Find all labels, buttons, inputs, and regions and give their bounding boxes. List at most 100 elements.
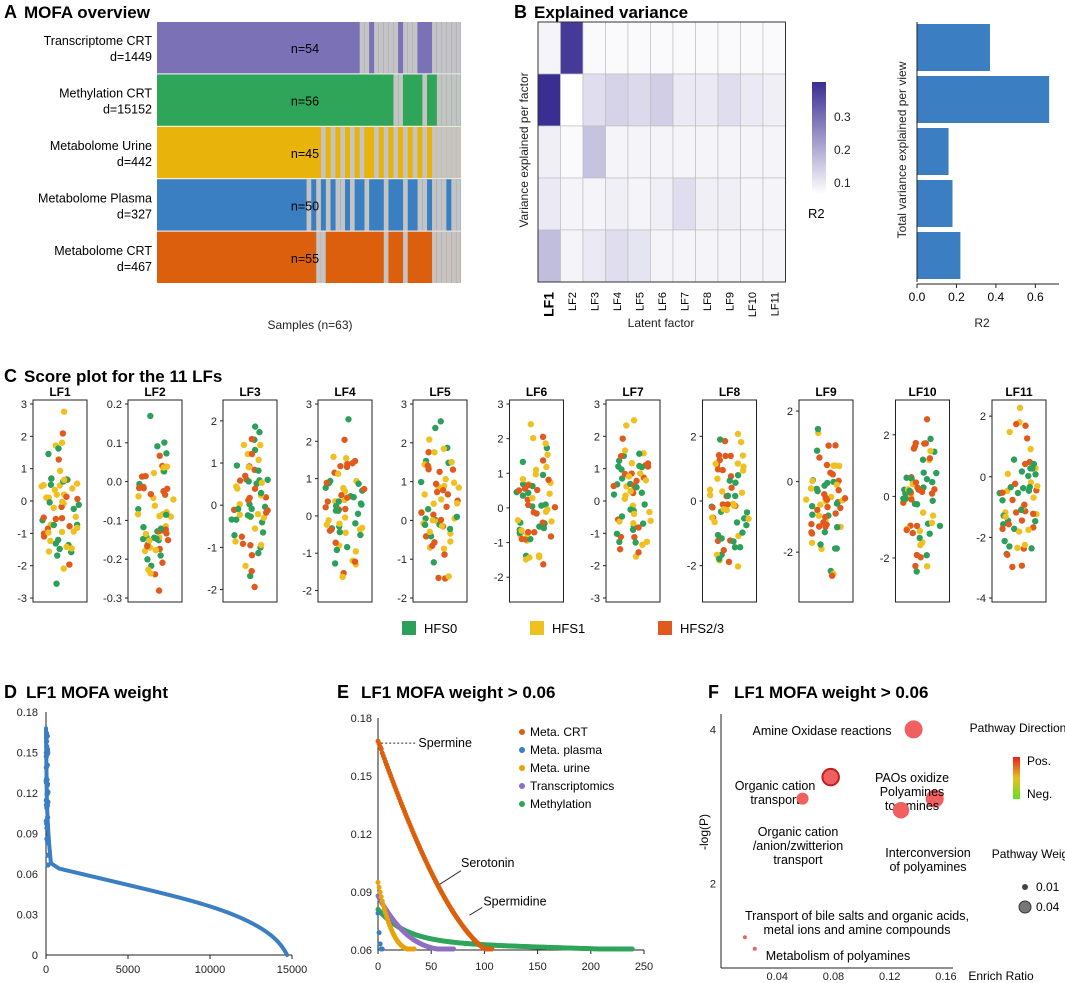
score-point	[448, 458, 455, 466]
score-point	[627, 487, 634, 495]
score-point	[631, 533, 638, 541]
score-panel-title: LF2	[144, 385, 166, 399]
e-ytick: 0.15	[351, 771, 372, 783]
score-point	[449, 466, 457, 473]
heatmap-border	[537, 21, 786, 283]
score-point	[733, 519, 741, 526]
bar-ylabel: Total variance explained per view	[895, 61, 909, 238]
panel-f-title: LF1 MOFA weight > 0.06	[734, 683, 928, 702]
overview-row-bar	[157, 126, 461, 179]
score-point	[251, 583, 258, 591]
missing-sample	[340, 179, 346, 231]
score-point	[902, 495, 909, 502]
score-tick-label: 3	[306, 399, 312, 411]
score-tick-label: -3	[590, 593, 600, 605]
panel-a: A MOFA overview Transcriptome CRT d=1449 n…	[4, 2, 461, 332]
score-point	[441, 551, 448, 558]
score-point	[739, 529, 746, 536]
score-point	[145, 537, 153, 544]
score-tick-label: -2	[207, 585, 217, 597]
missing-sample	[436, 22, 442, 74]
score-point	[913, 568, 920, 575]
score-point	[445, 573, 452, 580]
score-point	[443, 503, 450, 510]
heatmap-cell	[627, 177, 651, 231]
d-xtick: 15000	[277, 964, 308, 976]
heatmap-cell	[582, 125, 606, 179]
missing-sample	[422, 126, 428, 179]
score-point	[141, 547, 149, 555]
score-point	[145, 566, 152, 573]
score-point	[832, 510, 839, 517]
score-point	[524, 528, 532, 536]
score-point	[262, 509, 270, 516]
score-point	[736, 544, 744, 551]
score-point	[544, 506, 551, 513]
score-point	[913, 522, 921, 530]
score-point	[813, 447, 821, 454]
view-count: n=45	[291, 147, 319, 161]
score-point	[923, 563, 931, 570]
variance-bar	[917, 24, 990, 71]
score-tick-label: 1	[211, 458, 217, 470]
score-point	[1009, 496, 1016, 504]
score-point	[534, 486, 541, 494]
score-point	[135, 493, 142, 500]
score-point	[322, 504, 329, 511]
missing-sample	[306, 179, 312, 231]
missing-sample	[359, 22, 365, 74]
score-point	[323, 479, 330, 486]
bar-tick-label: 0.2	[948, 290, 965, 304]
score-point	[251, 525, 259, 532]
score-point	[529, 494, 536, 502]
heatmap-cell	[650, 21, 674, 75]
score-point	[54, 552, 61, 559]
f-pathway-point	[752, 946, 757, 951]
overview-row-bar	[157, 231, 461, 283]
f-pathway-point	[742, 935, 747, 940]
f-pathway-point	[821, 767, 840, 787]
score-point	[933, 469, 940, 477]
score-point	[1007, 484, 1014, 491]
score-point	[923, 416, 931, 423]
score-point	[48, 475, 55, 482]
score-tick-label: 1	[401, 477, 407, 489]
missing-sample	[364, 22, 370, 74]
missing-sample	[436, 231, 442, 283]
score-point	[257, 541, 265, 549]
score-point	[238, 533, 246, 540]
score-point	[247, 513, 254, 520]
d-ytick: 0.03	[17, 910, 38, 922]
variance-bar	[917, 180, 953, 227]
score-point	[912, 562, 919, 570]
score-tick-label: 0	[980, 472, 986, 484]
score-point	[734, 563, 742, 570]
enrichment-scatter: 4 2 0.04 0.08 0.12 0.16 -log(P) Enrich Ratio Ami…	[697, 714, 1034, 983]
e-weight-point	[377, 941, 383, 947]
score-point	[1032, 517, 1039, 525]
score-point	[47, 481, 55, 488]
score-point	[822, 513, 829, 521]
score-panel-frame	[702, 399, 757, 603]
heatmap-cell	[740, 21, 764, 75]
f-pathway-label: Organic cation transport	[735, 779, 816, 807]
score-tick-label: -2	[17, 561, 27, 573]
score-point	[719, 501, 727, 508]
missing-sample	[330, 126, 336, 179]
panel-b: B Explained variance Variance explained …	[514, 2, 1059, 330]
score-point	[47, 537, 54, 545]
d-weight-point	[43, 818, 50, 824]
score-point	[248, 551, 256, 559]
score-panel-frame	[222, 399, 278, 603]
score-point	[355, 480, 362, 487]
score-point	[1030, 460, 1038, 468]
missing-sample	[451, 126, 456, 179]
score-point	[731, 502, 738, 509]
score-point	[356, 526, 364, 533]
score-point	[424, 505, 432, 513]
d-weight-curve	[44, 726, 290, 957]
score-point	[526, 554, 533, 561]
heatmap-cell	[560, 177, 584, 231]
heatmap-column-label: LF9	[724, 292, 736, 311]
score-point	[515, 487, 523, 494]
